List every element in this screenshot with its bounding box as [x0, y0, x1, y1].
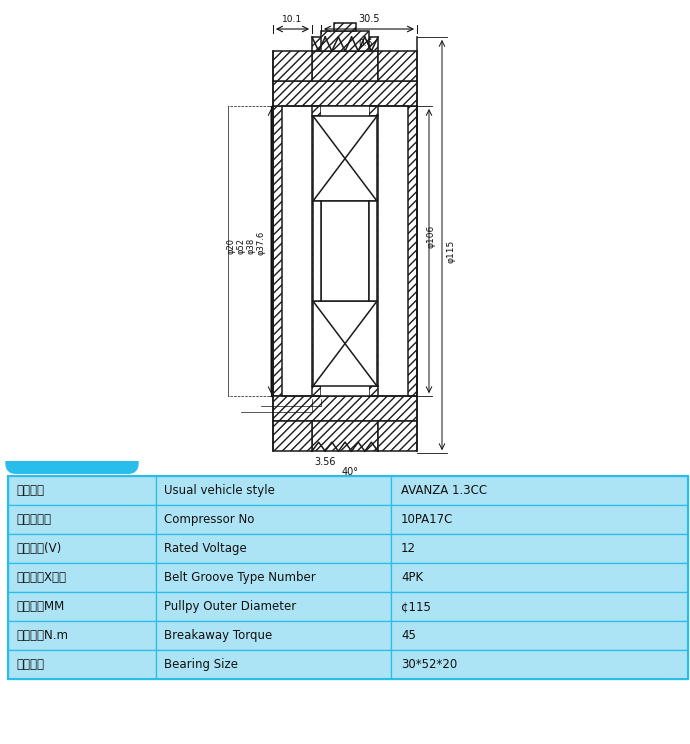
Bar	[8, 621, 156, 650]
Text: 10.1: 10.1	[282, 15, 302, 24]
Text: 常用车型: 常用车型	[16, 484, 44, 497]
Text: 4PK: 4PK	[401, 571, 423, 584]
Bar	[321, 201, 369, 301]
Text: φ37.6: φ37.6	[257, 231, 266, 255]
Bar	[391, 650, 688, 679]
Bar	[312, 116, 321, 386]
Text: ¢115: ¢115	[401, 600, 431, 613]
Text: 轴承规格: 轴承规格	[16, 658, 44, 671]
Bar	[8, 534, 156, 563]
Bar	[8, 505, 156, 534]
Text: 0.6: 0.6	[358, 39, 373, 48]
Bar	[369, 386, 378, 396]
Text: 10PA17C: 10PA17C	[401, 513, 453, 526]
Bar	[391, 505, 688, 534]
Bar	[369, 116, 378, 386]
Text: 脱离扔距N.m: 脱离扔距N.m	[16, 629, 68, 642]
Bar	[312, 51, 378, 81]
Bar	[391, 476, 688, 505]
Text: Bearing Size: Bearing Size	[164, 658, 238, 671]
Bar	[313, 301, 377, 386]
Text: 皮带槽数X根数: 皮带槽数X根数	[16, 571, 66, 584]
Bar	[321, 106, 369, 396]
Bar	[273, 81, 417, 106]
Bar	[8, 650, 156, 679]
Bar	[334, 23, 356, 31]
Text: φ115: φ115	[446, 240, 455, 263]
Text: 40°: 40°	[342, 467, 359, 477]
Text: AVANZA 1.3CC: AVANZA 1.3CC	[401, 484, 487, 497]
Text: Rated Voltage: Rated Voltage	[164, 542, 247, 555]
Text: SH-1008: SH-1008	[29, 446, 115, 464]
Bar	[273, 421, 312, 451]
Text: φ20: φ20	[226, 238, 235, 254]
Text: 3.56: 3.56	[314, 457, 336, 467]
Bar	[156, 650, 391, 679]
Bar	[8, 592, 156, 621]
Bar	[273, 106, 282, 396]
Bar	[273, 396, 417, 421]
Bar	[156, 621, 391, 650]
Bar	[378, 421, 417, 451]
Text: 压缩机型号: 压缩机型号	[16, 513, 51, 526]
Bar	[156, 592, 391, 621]
Bar	[378, 51, 417, 81]
Bar	[156, 476, 391, 505]
Bar	[391, 534, 688, 563]
Bar	[156, 534, 391, 563]
Text: Breakaway Torque: Breakaway Torque	[164, 629, 273, 642]
Text: 30*52*20: 30*52*20	[401, 658, 457, 671]
Bar	[156, 505, 391, 534]
Bar	[8, 476, 688, 679]
Bar	[408, 106, 417, 396]
Text: 有效外径MM: 有效外径MM	[16, 600, 64, 613]
Bar	[312, 106, 321, 116]
Text: Pullpy Outer Diameter: Pullpy Outer Diameter	[164, 600, 296, 613]
Bar	[391, 592, 688, 621]
Text: φ106: φ106	[427, 225, 436, 248]
Bar	[313, 201, 321, 301]
Bar	[156, 563, 391, 592]
Bar	[273, 51, 312, 81]
Text: φ52: φ52	[237, 238, 246, 254]
Text: Compressor No: Compressor No	[164, 513, 255, 526]
Text: Belt Groove Type Number: Belt Groove Type Number	[164, 571, 316, 584]
Bar	[391, 563, 688, 592]
Text: 45: 45	[401, 629, 416, 642]
Bar	[312, 37, 378, 51]
Bar	[321, 31, 369, 51]
Bar	[369, 201, 377, 301]
Bar	[312, 386, 321, 396]
Bar	[8, 476, 156, 505]
Text: φ38: φ38	[246, 238, 255, 254]
Text: Usual vehicle style: Usual vehicle style	[164, 484, 275, 497]
Bar	[369, 106, 378, 116]
Text: 30.5: 30.5	[358, 14, 380, 24]
Bar	[391, 621, 688, 650]
FancyBboxPatch shape	[6, 436, 138, 473]
Bar	[313, 116, 377, 201]
Text: 20: 20	[342, 246, 356, 256]
Bar	[8, 563, 156, 592]
Bar	[312, 421, 378, 451]
Text: 额定电压(V): 额定电压(V)	[16, 542, 61, 555]
Text: 12: 12	[401, 542, 416, 555]
